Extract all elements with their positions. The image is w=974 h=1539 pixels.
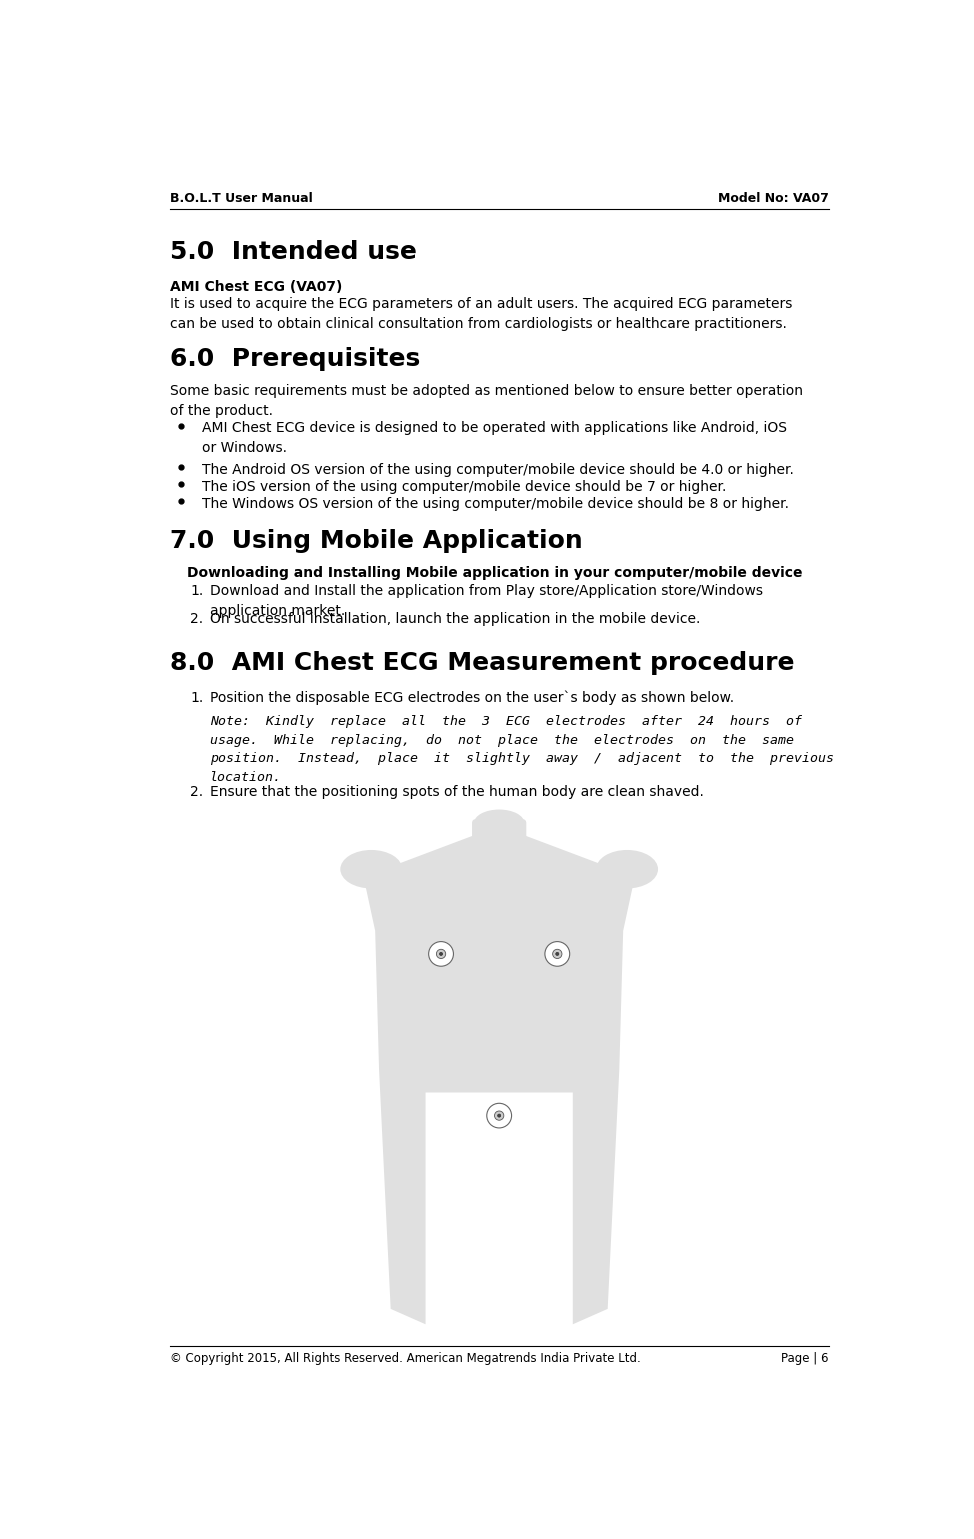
Text: The Windows OS version of the using computer/mobile device should be 8 or higher: The Windows OS version of the using comp… xyxy=(203,497,789,511)
Ellipse shape xyxy=(474,810,524,837)
Text: On successful installation, launch the application in the mobile device.: On successful installation, launch the a… xyxy=(210,613,700,626)
Text: Some basic requirements must be adopted as mentioned below to ensure better oper: Some basic requirements must be adopted … xyxy=(169,385,803,419)
Text: Download and Install the application from Play store/Application store/Windows
a: Download and Install the application fro… xyxy=(210,585,763,617)
FancyBboxPatch shape xyxy=(472,819,526,880)
Text: The Android OS version of the using computer/mobile device should be 4.0 or high: The Android OS version of the using comp… xyxy=(203,463,794,477)
Text: It is used to acquire the ECG parameters of an adult users. The acquired ECG par: It is used to acquire the ECG parameters… xyxy=(169,297,792,331)
Circle shape xyxy=(436,950,446,959)
Text: 6.0  Prerequisites: 6.0 Prerequisites xyxy=(169,348,420,371)
Ellipse shape xyxy=(340,850,402,888)
Text: Position the disposable ECG electrodes on the user`s body as shown below.: Position the disposable ECG electrodes o… xyxy=(210,691,734,705)
Text: AMI Chest ECG device is designed to be operated with applications like Android, : AMI Chest ECG device is designed to be o… xyxy=(203,422,787,454)
Text: 5.0  Intended use: 5.0 Intended use xyxy=(169,240,417,265)
Text: Downloading and Installing Mobile application in your computer/mobile device: Downloading and Installing Mobile applic… xyxy=(187,566,803,580)
Text: B.O.L.T User Manual: B.O.L.T User Manual xyxy=(169,192,313,205)
Circle shape xyxy=(487,1103,511,1128)
Circle shape xyxy=(439,953,442,956)
Polygon shape xyxy=(363,834,635,1324)
Text: 1.: 1. xyxy=(190,585,204,599)
Text: Ensure that the positioning spots of the human body are clean shaved.: Ensure that the positioning spots of the… xyxy=(210,785,704,799)
Text: The iOS version of the using computer/mobile device should be 7 or higher.: The iOS version of the using computer/mo… xyxy=(203,480,727,494)
Text: 8.0  AMI Chest ECG Measurement procedure: 8.0 AMI Chest ECG Measurement procedure xyxy=(169,651,795,674)
Text: 7.0  Using Mobile Application: 7.0 Using Mobile Application xyxy=(169,529,582,553)
Text: © Copyright 2015, All Rights Reserved. American Megatrends India Private Ltd.: © Copyright 2015, All Rights Reserved. A… xyxy=(169,1351,641,1365)
Circle shape xyxy=(429,942,454,966)
Text: 2.: 2. xyxy=(190,785,203,799)
Ellipse shape xyxy=(596,850,658,888)
Text: Model No: VA07: Model No: VA07 xyxy=(718,192,829,205)
Text: 1.: 1. xyxy=(190,691,204,705)
Text: 2.: 2. xyxy=(190,613,203,626)
Circle shape xyxy=(495,1111,504,1120)
Text: Note:  Kindly  replace  all  the  3  ECG  electrodes  after  24  hours  of
usage: Note: Kindly replace all the 3 ECG elect… xyxy=(210,716,834,783)
Circle shape xyxy=(498,1114,501,1117)
Circle shape xyxy=(556,953,559,956)
Circle shape xyxy=(552,950,562,959)
Text: AMI Chest ECG (VA07): AMI Chest ECG (VA07) xyxy=(169,280,342,294)
Circle shape xyxy=(544,942,570,966)
Text: Page | 6: Page | 6 xyxy=(781,1351,829,1365)
